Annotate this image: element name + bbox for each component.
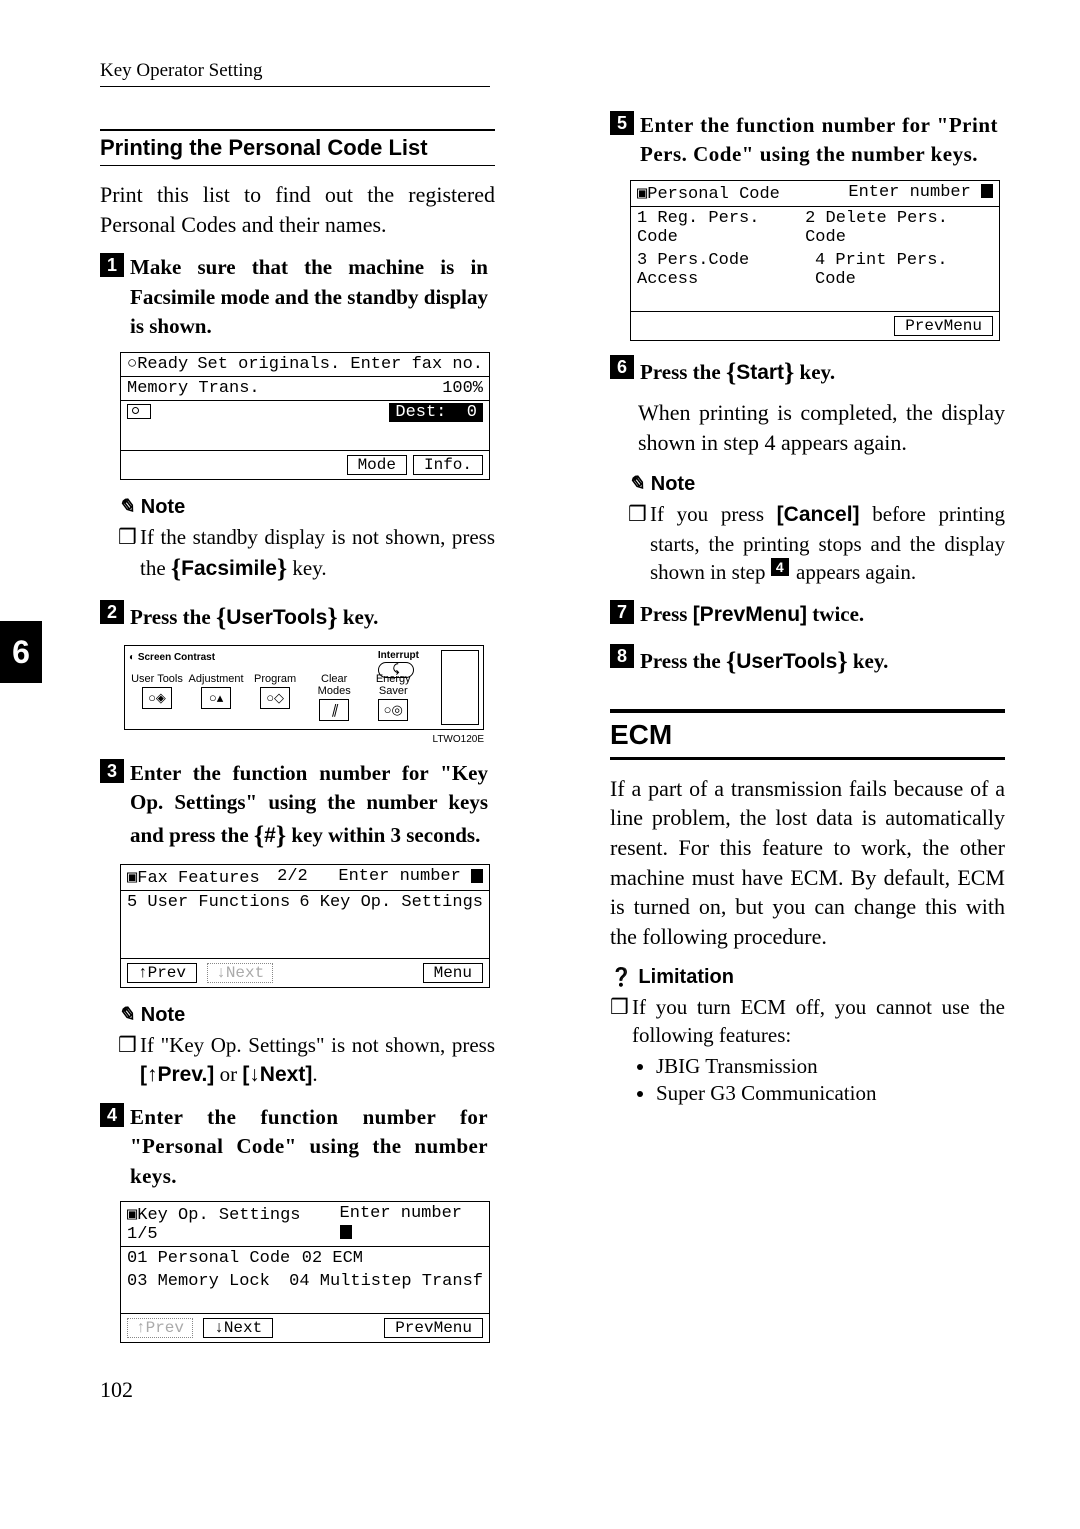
page-number: 102 — [100, 1377, 1015, 1403]
note-label: Note — [628, 471, 1005, 496]
step-4-text: Enter the function number for "Personal … — [130, 1103, 488, 1191]
ecm-body: If a part of a transmission fails becaus… — [610, 774, 1005, 952]
note-item: ❒ If the standby display is not shown, p… — [118, 523, 495, 586]
step-badge-7: 7 — [610, 600, 634, 624]
next-button[interactable]: ↓Next — [203, 1318, 273, 1338]
page-header: Key Operator Setting — [100, 60, 490, 87]
step-1-text: Make sure that the machine is in Facsimi… — [130, 253, 488, 341]
menu-button[interactable]: Menu — [423, 963, 483, 983]
step-badge-6: 6 — [610, 355, 634, 379]
limitation-item: ❒ If you turn ECM off, you cannot use th… — [610, 993, 1005, 1050]
step-badge-2: 2 — [100, 600, 124, 624]
panel-caption: LTWO120E — [100, 734, 484, 745]
step-badge-4: 4 — [100, 1103, 124, 1127]
section-title-ecm: ECM — [610, 709, 1005, 760]
lcd-screen-personal-code: ▣Personal CodeEnter number 1 Reg. Pers. … — [630, 180, 1000, 341]
side-chapter-tab: 6 — [0, 621, 42, 683]
intro-text: Print this list to find out the register… — [100, 180, 495, 239]
note-item: ❒ If you press [Cancel] before printing … — [628, 500, 1005, 586]
lcd-screen-key-op-settings: ▣Key Op. Settings 1/5Enter number 01 Per… — [120, 1201, 490, 1343]
lcd-screen-fax-features: ▣Fax Features2/2 Enter number 5 User Fun… — [120, 864, 490, 988]
note-label: Note — [118, 494, 495, 519]
prev-button[interactable]: ↑Prev — [127, 963, 197, 983]
limitation-label: Limitation — [610, 966, 1005, 989]
step-6-body: When printing is completed, the display … — [638, 398, 1005, 457]
lcd-screen-ready: ○ReadySet originals. Enter fax no. Memor… — [120, 352, 490, 480]
step-5-text: Enter the function number for "Print Per… — [640, 111, 998, 170]
step-badge-5: 5 — [610, 111, 634, 135]
step-badge-1: 1 — [100, 253, 124, 277]
info-button[interactable]: Info. — [413, 455, 483, 475]
feature-list: JBIG Transmission Super G3 Communication — [638, 1054, 1005, 1106]
note-item: ❒ If "Key Op. Settings" is not shown, pr… — [118, 1031, 495, 1089]
control-panel-diagram: ◐ Screen Contrast Interrupt⤹ User Tools○… — [124, 645, 484, 730]
step-badge-3: 3 — [100, 759, 124, 783]
mode-button[interactable]: Mode — [347, 455, 407, 475]
prevmenu-button[interactable]: PrevMenu — [894, 316, 993, 336]
note-label: Note — [118, 1002, 495, 1027]
step-badge-8: 8 — [610, 644, 634, 668]
section-title-personal-code: Printing the Personal Code List — [100, 129, 495, 166]
prevmenu-button[interactable]: PrevMenu — [384, 1318, 483, 1338]
